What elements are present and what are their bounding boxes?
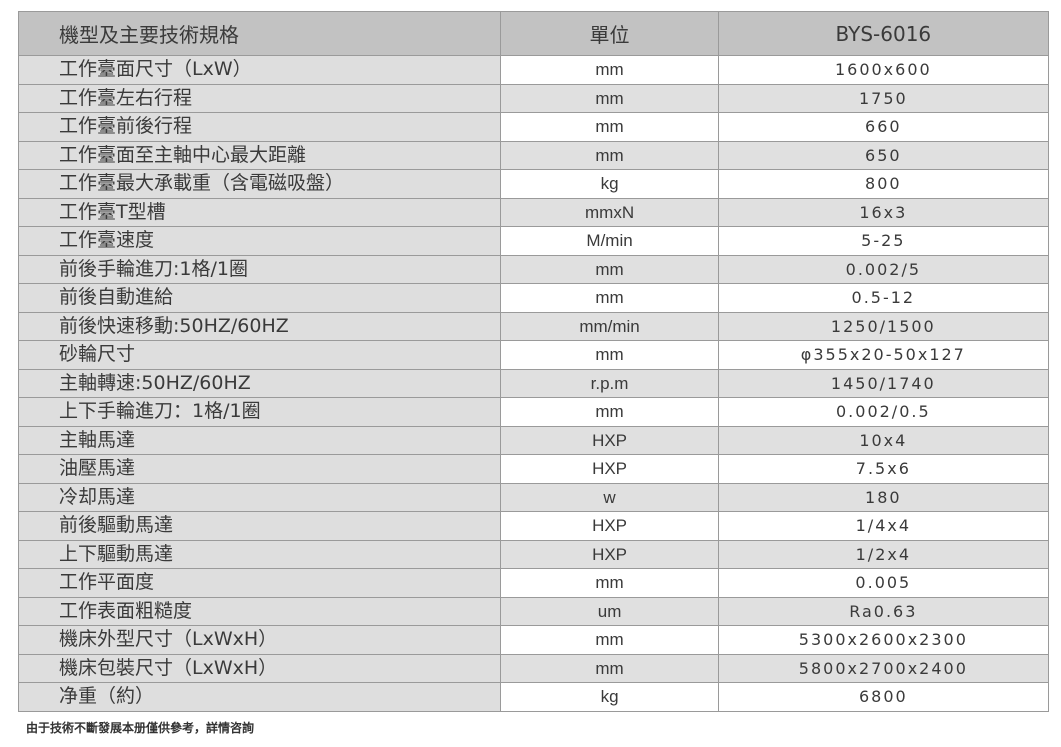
table-row: 主軸轉速:50HZ/60HZ r.p.m 1450/1740 [17,368,1050,398]
spec-name-cell: 工作臺面尺寸（LxW） [17,55,502,85]
unit-cell: mm/min [500,311,719,341]
value-cell: 800 [717,169,1050,199]
value-cell: 0.005 [717,568,1050,598]
table-row: 工作臺面尺寸（LxW） mm 1600x600 [17,55,1050,85]
table-row: 機床包裝尺寸（LxWxH） mm 5800x2700x2400 [17,653,1050,683]
value-cell: 1/4x4 [717,511,1050,541]
spec-name-cell: 工作臺速度 [17,226,502,256]
footer-note: 由于技術不斷發展本册僅供參考，詳情咨詢 [26,721,255,735]
spec-name-cell: 上下手輪進刀：1格/1圈 [17,397,502,427]
spec-name-cell: 機床包裝尺寸（LxWxH） [17,653,502,683]
unit-cell: mm [500,653,719,683]
unit-cell: w [500,482,719,512]
table-row: 冷却馬達 w 180 [17,482,1050,512]
unit-cell: mmxN [500,197,719,227]
unit-cell: mm [500,625,719,655]
spec-name-cell: 砂輪尺寸 [17,340,502,370]
table-row: 前後自動進給 mm 0.5-12 [17,283,1050,313]
table-row: 工作平面度 mm 0.005 [17,568,1050,598]
table-row: 净重（約） kg 6800 [17,682,1050,712]
table-row: 前後驅動馬達 HXP 1/4x4 [17,511,1050,541]
unit-cell: mm [500,254,719,284]
table-row: 機床外型尺寸（LxWxH） mm 5300x2600x2300 [17,625,1050,655]
spec-name-cell: 工作臺左右行程 [17,83,502,113]
value-cell: 5-25 [717,226,1050,256]
value-cell: 660 [717,112,1050,142]
unit-cell: kg [500,682,719,712]
spec-name-cell: 主軸轉速:50HZ/60HZ [17,368,502,398]
table-row: 上下手輪進刀：1格/1圈 mm 0.002/0.5 [17,397,1050,427]
value-cell: 5800x2700x2400 [717,653,1050,683]
value-cell: 7.5x6 [717,454,1050,484]
unit-cell: HXP [500,511,719,541]
unit-cell: mm [500,340,719,370]
table-row: 工作臺最大承載重（含電磁吸盤） kg 800 [17,169,1050,199]
spec-name-cell: 前後驅動馬達 [17,511,502,541]
spec-table: 機型及主要技術規格 單位 BYS-6016 工作臺面尺寸（LxW） mm 1600x… [17,11,1050,712]
spec-name-cell: 上下驅動馬達 [17,539,502,569]
value-cell: 1250/1500 [717,311,1050,341]
value-cell: 6800 [717,682,1050,712]
value-cell: 10x4 [717,425,1050,455]
unit-cell: kg [500,169,719,199]
table-row: 工作臺左右行程 mm 1750 [17,83,1050,113]
unit-cell: M/min [500,226,719,256]
spec-name-cell: 工作臺面至主軸中心最大距離 [17,140,502,170]
spec-name-cell: 工作臺最大承載重（含電磁吸盤） [17,169,502,199]
unit-cell: um [500,596,719,626]
spec-name-cell: 冷却馬達 [17,482,502,512]
table-row: 工作臺面至主軸中心最大距離 mm 650 [17,140,1050,170]
unit-cell: HXP [500,539,719,569]
unit-cell: HXP [500,425,719,455]
header-unit: 單位 [500,11,719,56]
value-cell: 180 [717,482,1050,512]
spec-name-cell: 工作臺T型槽 [17,197,502,227]
spec-name-cell: 工作臺前後行程 [17,112,502,142]
table-row: 工作臺速度 M/min 5-25 [17,226,1050,256]
value-cell: 1750 [717,83,1050,113]
spec-name-cell: 工作平面度 [17,568,502,598]
unit-cell: mm [500,140,719,170]
table-row: 主軸馬達 HXP 10x4 [17,425,1050,455]
unit-cell: HXP [500,454,719,484]
unit-cell: mm [500,568,719,598]
value-cell: 0.002/0.5 [717,397,1050,427]
value-cell: 1450/1740 [717,368,1050,398]
value-cell: 5300x2600x2300 [717,625,1050,655]
unit-cell: mm [500,397,719,427]
spec-name-cell: 前後手輪進刀:1格/1圈 [17,254,502,284]
unit-cell: mm [500,112,719,142]
spec-name-cell: 油壓馬達 [17,454,502,484]
value-cell: 650 [717,140,1050,170]
table-row: 砂輪尺寸 mm φ355x20-50x127 [17,340,1050,370]
table-row: 油壓馬達 HXP 7.5x6 [17,454,1050,484]
spec-name-cell: 機床外型尺寸（LxWxH） [17,625,502,655]
table-row: 前後手輪進刀:1格/1圈 mm 0.002/5 [17,254,1050,284]
spec-name-cell: 净重（約） [17,682,502,712]
unit-cell: mm [500,55,719,85]
table-header-row: 機型及主要技術規格 單位 BYS-6016 [17,11,1050,56]
value-cell: 16x3 [717,197,1050,227]
unit-cell: mm [500,283,719,313]
value-cell: 1600x600 [717,55,1050,85]
spec-name-cell: 前後快速移動:50HZ/60HZ [17,311,502,341]
table-row: 前後快速移動:50HZ/60HZ mm/min 1250/1500 [17,311,1050,341]
unit-cell: r.p.m [500,368,719,398]
spec-name-cell: 前後自動進給 [17,283,502,313]
table-row: 工作表面粗糙度 um Ra0.63 [17,596,1050,626]
spec-name-cell: 主軸馬達 [17,425,502,455]
value-cell: 0.002/5 [717,254,1050,284]
header-model: BYS-6016 [717,11,1050,56]
value-cell: φ355x20-50x127 [717,340,1050,370]
table-row: 上下驅動馬達 HXP 1/2x4 [17,539,1050,569]
value-cell: Ra0.63 [717,596,1050,626]
unit-cell: mm [500,83,719,113]
value-cell: 1/2x4 [717,539,1050,569]
table-row: 工作臺前後行程 mm 660 [17,112,1050,142]
header-spec: 機型及主要技術規格 [17,11,502,56]
value-cell: 0.5-12 [717,283,1050,313]
table-row: 工作臺T型槽 mmxN 16x3 [17,197,1050,227]
spec-name-cell: 工作表面粗糙度 [17,596,502,626]
